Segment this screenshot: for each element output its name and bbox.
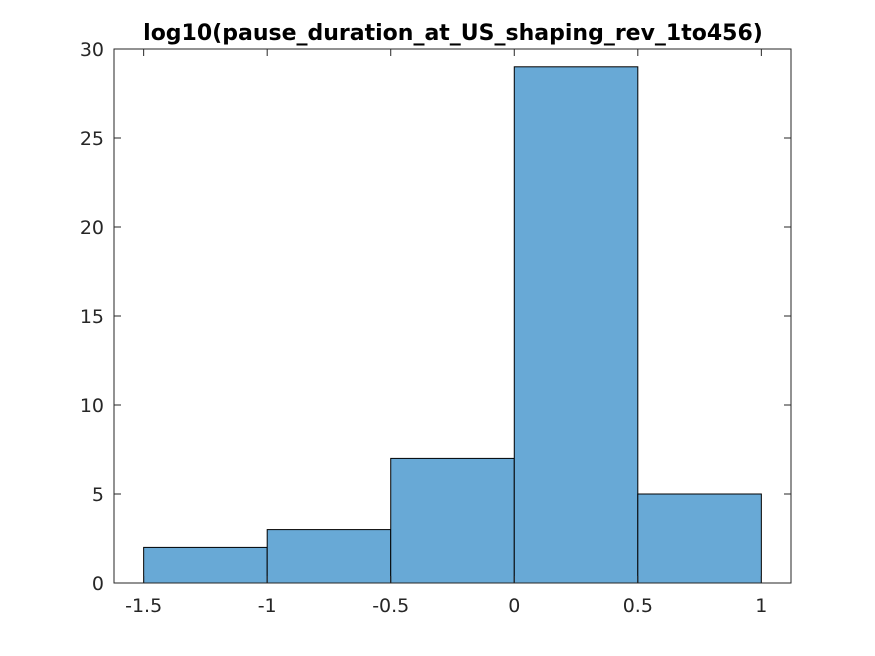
y-tick-label-1: 5	[92, 484, 104, 506]
y-tick-label-3: 15	[80, 306, 104, 328]
y-tick-label-6: 30	[80, 39, 104, 61]
histogram-bar-2	[390, 457, 515, 584]
y-tick-label-5: 25	[80, 128, 104, 150]
y-tick-label-0: 0	[92, 573, 104, 595]
histogram-bar-3	[513, 66, 639, 584]
x-tick-label-1: -1	[258, 595, 277, 617]
chart-title: log10(pause_duration_at_US_shaping_rev_1…	[143, 21, 763, 46]
histogram-bar-1	[266, 529, 392, 584]
x-tick-label-5: 1	[755, 595, 767, 617]
bars-group	[143, 66, 762, 584]
histogram-bar-4	[637, 493, 762, 584]
y-tick-label-2: 10	[80, 395, 104, 417]
histogram-bar-0	[143, 546, 268, 584]
y-tick-label-4: 20	[80, 217, 104, 239]
x-tick-label-3: 0	[508, 595, 520, 617]
x-tick-label-0: -1.5	[125, 595, 162, 617]
y-axis: 0 5 10 15 20 25 30	[80, 39, 791, 595]
x-axis: -1.5 -1 -0.5 0 0.5 1	[125, 49, 767, 617]
x-tick-label-2: -0.5	[372, 595, 409, 617]
x-tick-label-4: 0.5	[623, 595, 653, 617]
